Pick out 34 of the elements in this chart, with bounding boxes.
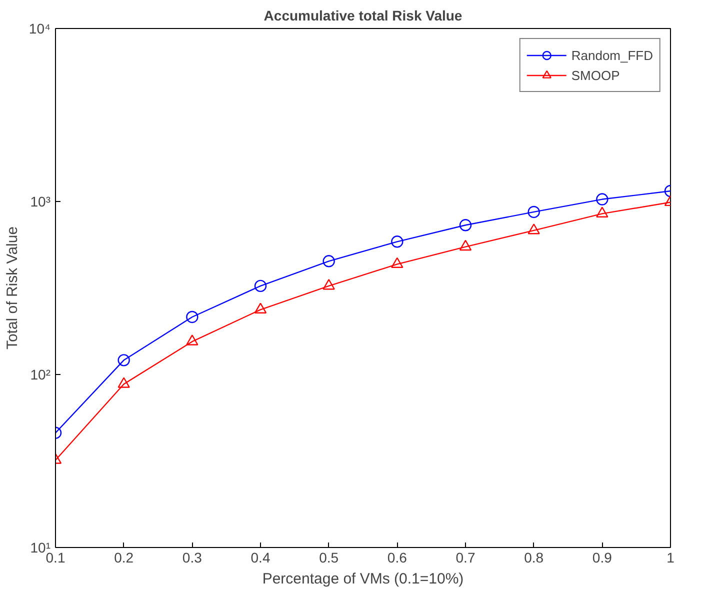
point xyxy=(391,257,404,268)
point xyxy=(254,280,267,292)
x-tick-label: 1 xyxy=(666,550,675,566)
y-tick-label: 10² xyxy=(30,366,51,382)
point xyxy=(186,334,198,346)
point xyxy=(459,219,472,232)
point xyxy=(118,377,130,388)
x-axis-title: Percentage of VMs (0.1=10%) xyxy=(262,570,464,588)
x-tick-label: 0.3 xyxy=(182,550,202,566)
point xyxy=(118,354,130,366)
x-tick-label: 0.1 xyxy=(46,550,66,566)
point xyxy=(322,278,335,290)
point xyxy=(528,224,540,234)
x-tick-label: 0.5 xyxy=(319,550,339,566)
point xyxy=(596,206,608,218)
legend-label: Random_FFD xyxy=(571,48,653,62)
point xyxy=(596,193,608,206)
chart-title: Accumulative total Risk Value xyxy=(264,8,462,24)
x-tick-label: 0.2 xyxy=(114,550,134,566)
x-tick-label: 0.9 xyxy=(592,550,612,566)
x-tick-label: 0.6 xyxy=(387,550,408,566)
x-tick-label: 0.4 xyxy=(250,550,270,566)
legend-label: SMOOP xyxy=(571,68,620,82)
point xyxy=(254,302,267,314)
point xyxy=(528,206,540,218)
x-tick-label: 0.8 xyxy=(524,550,544,566)
y-tick-label: 10⁴ xyxy=(28,20,51,36)
x-tick-label: 0.7 xyxy=(456,550,476,566)
y-tick-label: 10³ xyxy=(30,194,51,210)
point xyxy=(322,255,335,268)
point xyxy=(186,310,198,324)
point xyxy=(391,236,404,248)
point xyxy=(459,240,472,251)
y-axis-title: Total of Risk Value xyxy=(4,226,21,350)
